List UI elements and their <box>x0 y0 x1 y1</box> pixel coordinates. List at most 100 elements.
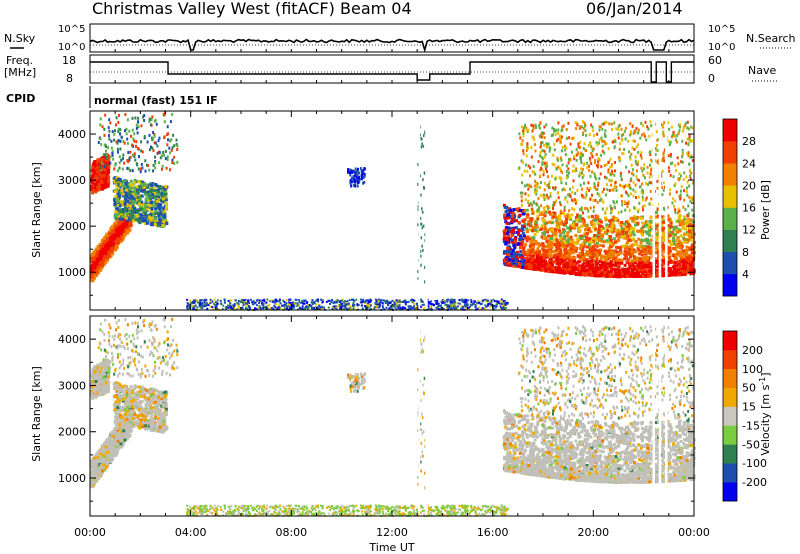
power-cell <box>113 189 117 193</box>
power-cell <box>504 303 507 306</box>
power-cell <box>123 214 127 218</box>
power-cell <box>137 180 141 184</box>
power-cell <box>330 301 333 304</box>
power-cell <box>399 308 402 310</box>
power-cell <box>537 244 541 248</box>
power-cell <box>311 303 314 306</box>
power-cell <box>98 165 101 169</box>
power-cell <box>146 194 150 198</box>
power-cell <box>452 302 455 305</box>
power-cell <box>193 300 196 302</box>
power-cell <box>125 218 129 222</box>
power-cell <box>130 205 134 209</box>
power-cell <box>131 128 134 132</box>
power-cell <box>117 226 121 230</box>
frequency-line <box>90 61 694 83</box>
power-cell <box>362 176 365 179</box>
power-cell <box>395 303 398 306</box>
power-cell <box>362 298 365 301</box>
power-cell <box>615 254 619 258</box>
power-cell <box>419 133 421 137</box>
power-cell <box>121 192 125 196</box>
power-cell <box>140 124 143 128</box>
power-cell <box>108 118 111 122</box>
power-cell <box>421 226 424 230</box>
power-cell <box>337 304 340 307</box>
power-cell <box>124 207 128 211</box>
power-cell <box>133 181 137 185</box>
power-cell <box>404 301 407 304</box>
power-cell <box>474 306 477 308</box>
power-cell <box>500 298 503 301</box>
power-cell <box>298 298 301 301</box>
power-cell <box>164 202 168 205</box>
power-cell <box>620 261 624 265</box>
power-cell <box>421 137 423 141</box>
power-cell <box>529 224 532 228</box>
power-cell <box>90 279 94 283</box>
power-cell <box>601 226 605 230</box>
power-cell <box>118 113 120 117</box>
power-cell <box>434 299 437 302</box>
power-cell <box>137 120 139 124</box>
power-cell <box>452 306 455 309</box>
power-cell <box>242 304 245 306</box>
power-cell <box>141 180 145 184</box>
power-cell <box>435 302 438 304</box>
power-cell <box>160 191 164 195</box>
power-cell <box>537 241 540 245</box>
power-cell <box>213 298 216 301</box>
power-cell <box>485 305 488 308</box>
beam-label: Beam 04 <box>340 0 412 18</box>
power-cell <box>472 303 474 305</box>
power-cell <box>415 302 418 305</box>
power-cell <box>593 267 597 271</box>
power-cell <box>632 255 636 259</box>
power-cell <box>461 300 464 303</box>
power-cell <box>199 299 202 302</box>
power-cell <box>554 249 558 253</box>
power-cell <box>640 263 644 267</box>
power-cell <box>111 151 114 155</box>
power-cell <box>91 180 95 183</box>
power-cell <box>378 303 381 306</box>
power-cell <box>536 247 540 251</box>
power-cell <box>173 144 176 148</box>
power-cell <box>223 298 226 301</box>
power-cell <box>219 299 222 302</box>
power-cell <box>299 308 302 310</box>
power-cell <box>410 298 413 301</box>
power-cell <box>160 189 164 193</box>
power-cell <box>356 303 359 306</box>
power-cell <box>560 257 563 261</box>
power-cell <box>356 184 359 188</box>
power-cell <box>94 174 98 178</box>
power-cell <box>125 127 128 131</box>
power-cell <box>640 253 644 257</box>
power-cell <box>626 251 630 255</box>
power-cell <box>691 236 695 240</box>
power-cell <box>105 259 109 262</box>
power-cell <box>565 234 569 238</box>
power-cell <box>105 237 109 241</box>
power-cell <box>431 303 434 306</box>
power-cell <box>94 260 98 264</box>
power-cell <box>120 200 124 204</box>
power-cell <box>148 148 151 152</box>
power-cell <box>623 263 627 267</box>
power-cell <box>417 270 419 273</box>
power-cell <box>386 299 388 302</box>
power-cell <box>151 146 154 150</box>
power-cell <box>146 140 149 144</box>
power-cell <box>399 300 402 303</box>
power-cell <box>138 219 142 223</box>
sky-trace <box>89 38 695 53</box>
power-cell <box>118 161 121 165</box>
power-cell <box>112 242 115 246</box>
power-cell <box>139 200 143 204</box>
power-cell <box>413 307 416 310</box>
power-cell <box>309 304 312 307</box>
power-cell <box>131 209 135 213</box>
power-cell <box>478 302 481 305</box>
power-cell <box>346 303 349 306</box>
